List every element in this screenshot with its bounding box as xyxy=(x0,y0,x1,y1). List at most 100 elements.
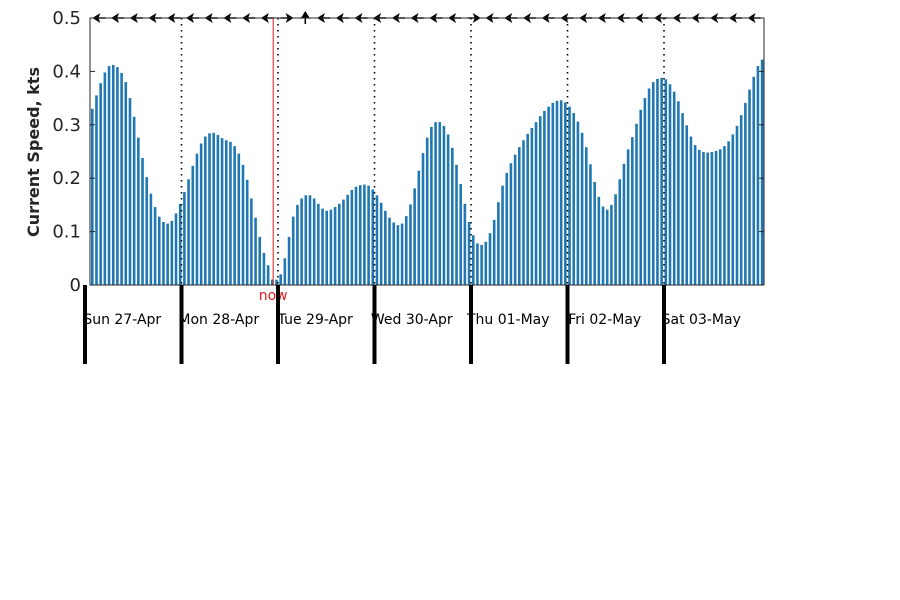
bar xyxy=(275,279,278,285)
bar xyxy=(463,203,467,285)
bar xyxy=(262,252,266,285)
bar xyxy=(564,102,567,286)
bar xyxy=(166,223,169,285)
bar xyxy=(752,76,756,286)
bar xyxy=(589,164,592,285)
bar xyxy=(723,146,726,285)
bar xyxy=(631,137,634,285)
bar xyxy=(404,216,408,285)
bar xyxy=(748,89,751,285)
bar xyxy=(597,196,601,285)
bar xyxy=(271,279,274,285)
bar xyxy=(626,149,630,285)
bar xyxy=(149,193,153,285)
bar xyxy=(296,204,299,285)
bar xyxy=(718,149,722,285)
bar xyxy=(442,125,446,286)
bar xyxy=(430,126,433,285)
bar xyxy=(178,203,182,285)
bar xyxy=(681,113,684,285)
bar xyxy=(199,143,203,285)
bar xyxy=(300,198,303,285)
bar xyxy=(392,222,396,285)
bar xyxy=(509,163,513,285)
bar xyxy=(492,219,496,285)
plot-frame xyxy=(89,17,765,286)
bar xyxy=(350,189,354,285)
bar xyxy=(413,188,416,285)
bar xyxy=(501,185,504,285)
bar xyxy=(714,150,718,285)
bar xyxy=(689,136,693,285)
bar xyxy=(614,194,617,285)
bar xyxy=(229,141,232,285)
arrow-head xyxy=(300,11,311,19)
bar xyxy=(685,125,689,285)
bar xyxy=(438,122,442,285)
bar xyxy=(308,195,312,285)
bar xyxy=(580,132,584,285)
day-separators xyxy=(180,18,665,285)
bar xyxy=(643,98,647,285)
bar xyxy=(672,91,676,285)
y-axis-ticks: 0 0.1 0.2 0.3 0.4 0.5 xyxy=(52,8,764,296)
y-tick-label: 0.4 xyxy=(52,61,81,82)
day-label: Tue 29-Apr xyxy=(277,312,353,328)
bar xyxy=(555,100,559,286)
bar xyxy=(584,147,588,285)
bar xyxy=(559,100,563,286)
bar xyxy=(505,172,509,285)
bar xyxy=(195,153,199,285)
bar xyxy=(279,274,282,285)
bar xyxy=(727,141,730,285)
now-label: now xyxy=(259,288,288,304)
bar xyxy=(216,134,220,285)
bar xyxy=(698,149,701,285)
bar xyxy=(212,132,215,285)
bar xyxy=(283,258,287,285)
bar xyxy=(409,204,412,285)
bar xyxy=(601,206,605,285)
bar xyxy=(421,153,425,285)
bar xyxy=(304,195,308,285)
bar xyxy=(258,236,262,285)
bar xyxy=(141,157,144,285)
bar xyxy=(317,203,320,285)
bar xyxy=(208,133,211,285)
bar xyxy=(91,108,94,285)
bar xyxy=(145,177,149,285)
bar xyxy=(476,243,479,285)
bar xyxy=(220,138,224,285)
bar xyxy=(103,72,107,285)
bar xyxy=(526,133,529,285)
bar xyxy=(480,244,483,285)
bar xyxy=(446,134,450,285)
y-tick-label: 0.2 xyxy=(52,168,81,189)
bar xyxy=(358,185,362,285)
bar xyxy=(124,82,128,285)
day-label: Thu 01-May xyxy=(466,312,550,328)
bar xyxy=(651,82,655,285)
bar xyxy=(321,208,324,285)
bar xyxy=(572,113,576,285)
y-axis-label: Current Speed, kts xyxy=(24,67,43,237)
bar xyxy=(153,207,157,285)
bar xyxy=(342,199,345,285)
bar xyxy=(254,217,257,285)
bar xyxy=(354,186,358,285)
bar xyxy=(710,152,714,285)
bar xyxy=(388,217,391,285)
bar xyxy=(116,67,119,285)
bar xyxy=(756,66,760,285)
bar xyxy=(107,66,111,285)
bar xyxy=(534,122,538,285)
bar xyxy=(233,146,236,285)
bar xyxy=(400,223,404,285)
bar xyxy=(266,265,270,285)
bar xyxy=(183,192,186,285)
bar xyxy=(513,154,517,285)
bar xyxy=(379,202,383,285)
bar xyxy=(191,165,195,285)
bar xyxy=(518,147,521,285)
